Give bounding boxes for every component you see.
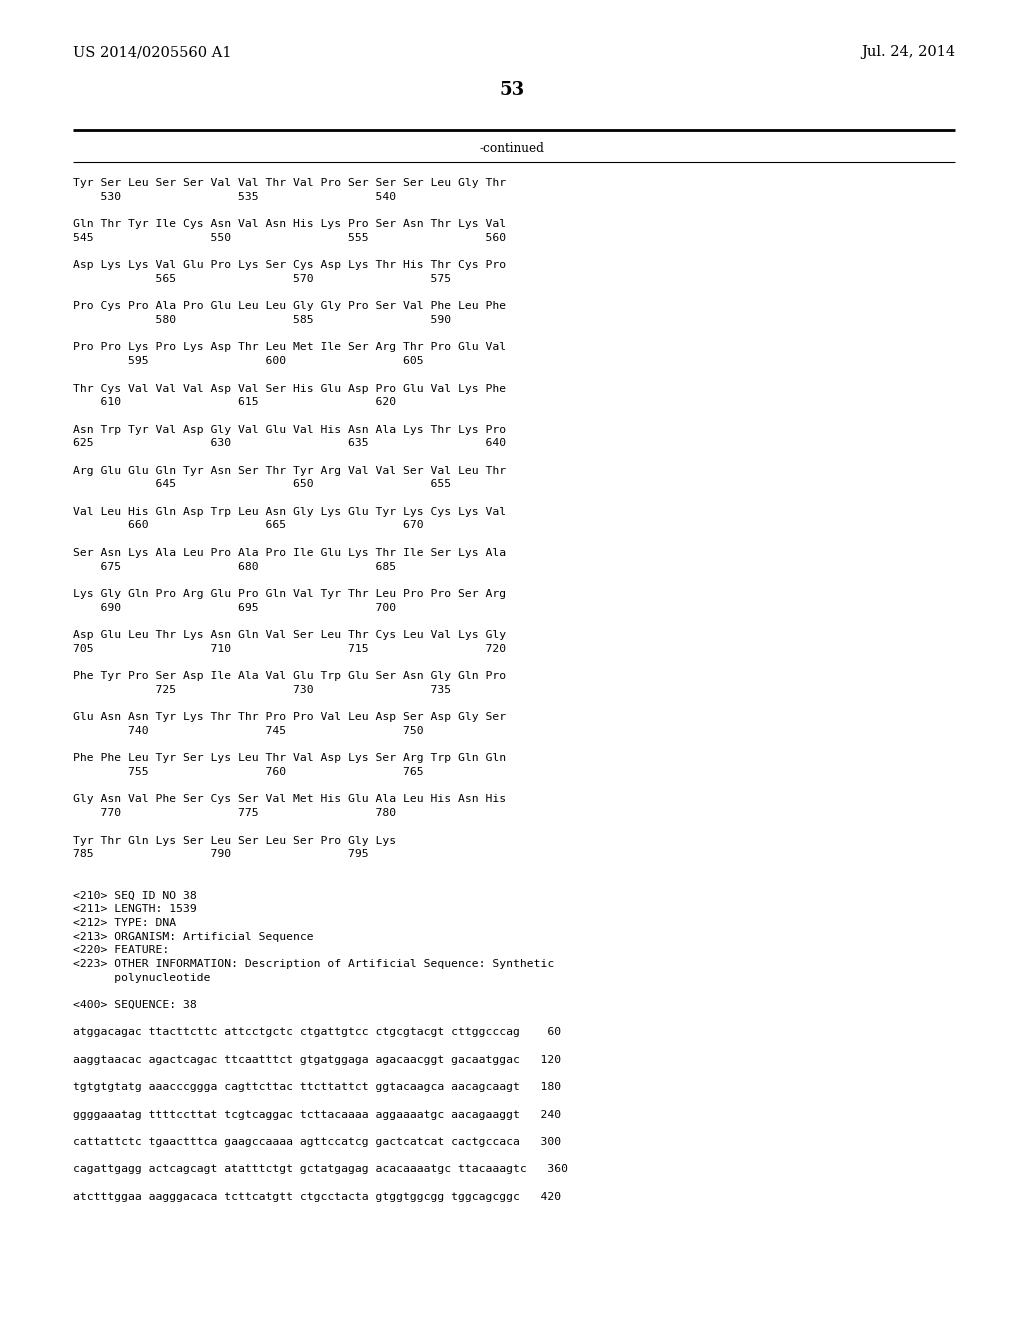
Text: 725                 730                 735: 725 730 735 xyxy=(73,685,452,694)
Text: 660                 665                 670: 660 665 670 xyxy=(73,520,424,531)
Text: 530                 535                 540: 530 535 540 xyxy=(73,191,396,202)
Text: 705                 710                 715                 720: 705 710 715 720 xyxy=(73,644,506,653)
Text: -continued: -continued xyxy=(479,141,545,154)
Text: tgtgtgtatg aaacccggga cagttcttac ttcttattct ggtacaagca aacagcaagt   180: tgtgtgtatg aaacccggga cagttcttac ttcttat… xyxy=(73,1082,561,1092)
Text: 595                 600                 605: 595 600 605 xyxy=(73,356,424,366)
Text: 740                 745                 750: 740 745 750 xyxy=(73,726,424,737)
Text: atctttggaa aagggacaca tcttcatgtt ctgcctacta gtggtggcgg tggcagcggc   420: atctttggaa aagggacaca tcttcatgtt ctgccta… xyxy=(73,1192,561,1201)
Text: <400> SEQUENCE: 38: <400> SEQUENCE: 38 xyxy=(73,1001,197,1010)
Text: <212> TYPE: DNA: <212> TYPE: DNA xyxy=(73,917,176,928)
Text: Asp Glu Leu Thr Lys Asn Gln Val Ser Leu Thr Cys Leu Val Lys Gly: Asp Glu Leu Thr Lys Asn Gln Val Ser Leu … xyxy=(73,630,506,640)
Text: cattattctc tgaactttca gaagccaaaa agttccatcg gactcatcat cactgccaca   300: cattattctc tgaactttca gaagccaaaa agttcca… xyxy=(73,1137,561,1147)
Text: 755                 760                 765: 755 760 765 xyxy=(73,767,424,777)
Text: <220> FEATURE:: <220> FEATURE: xyxy=(73,945,169,956)
Text: Ser Asn Lys Ala Leu Pro Ala Pro Ile Glu Lys Thr Ile Ser Lys Ala: Ser Asn Lys Ala Leu Pro Ala Pro Ile Glu … xyxy=(73,548,506,558)
Text: <211> LENGTH: 1539: <211> LENGTH: 1539 xyxy=(73,904,197,913)
Text: Arg Glu Glu Gln Tyr Asn Ser Thr Tyr Arg Val Val Ser Val Leu Thr: Arg Glu Glu Gln Tyr Asn Ser Thr Tyr Arg … xyxy=(73,466,506,475)
Text: Phe Tyr Pro Ser Asp Ile Ala Val Glu Trp Glu Ser Asn Gly Gln Pro: Phe Tyr Pro Ser Asp Ile Ala Val Glu Trp … xyxy=(73,671,506,681)
Text: Thr Cys Val Val Val Asp Val Ser His Glu Asp Pro Glu Val Lys Phe: Thr Cys Val Val Val Asp Val Ser His Glu … xyxy=(73,384,506,393)
Text: Pro Cys Pro Ala Pro Glu Leu Leu Gly Gly Pro Ser Val Phe Leu Phe: Pro Cys Pro Ala Pro Glu Leu Leu Gly Gly … xyxy=(73,301,506,312)
Text: Asp Lys Lys Val Glu Pro Lys Ser Cys Asp Lys Thr His Thr Cys Pro: Asp Lys Lys Val Glu Pro Lys Ser Cys Asp … xyxy=(73,260,506,271)
Text: 580                 585                 590: 580 585 590 xyxy=(73,315,452,325)
Text: 610                 615                 620: 610 615 620 xyxy=(73,397,396,407)
Text: Gly Asn Val Phe Ser Cys Ser Val Met His Glu Ala Leu His Asn His: Gly Asn Val Phe Ser Cys Ser Val Met His … xyxy=(73,795,506,804)
Text: 565                 570                 575: 565 570 575 xyxy=(73,275,452,284)
Text: Lys Gly Gln Pro Arg Glu Pro Gln Val Tyr Thr Leu Pro Pro Ser Arg: Lys Gly Gln Pro Arg Glu Pro Gln Val Tyr … xyxy=(73,589,506,599)
Text: <213> ORGANISM: Artificial Sequence: <213> ORGANISM: Artificial Sequence xyxy=(73,932,313,941)
Text: Val Leu His Gln Asp Trp Leu Asn Gly Lys Glu Tyr Lys Cys Lys Val: Val Leu His Gln Asp Trp Leu Asn Gly Lys … xyxy=(73,507,506,517)
Text: 645                 650                 655: 645 650 655 xyxy=(73,479,452,490)
Text: Asn Trp Tyr Val Asp Gly Val Glu Val His Asn Ala Lys Thr Lys Pro: Asn Trp Tyr Val Asp Gly Val Glu Val His … xyxy=(73,425,506,434)
Text: 545                 550                 555                 560: 545 550 555 560 xyxy=(73,232,506,243)
Text: polynucleotide: polynucleotide xyxy=(73,973,211,982)
Text: atggacagac ttacttcttc attcctgctc ctgattgtcc ctgcgtacgt cttggcccag    60: atggacagac ttacttcttc attcctgctc ctgattg… xyxy=(73,1027,561,1038)
Text: <223> OTHER INFORMATION: Description of Artificial Sequence: Synthetic: <223> OTHER INFORMATION: Description of … xyxy=(73,958,554,969)
Text: 53: 53 xyxy=(500,81,524,99)
Text: Jul. 24, 2014: Jul. 24, 2014 xyxy=(861,45,955,59)
Text: 785                 790                 795: 785 790 795 xyxy=(73,849,369,859)
Text: cagattgagg actcagcagt atatttctgt gctatgagag acacaaaatgc ttacaaagtc   360: cagattgagg actcagcagt atatttctgt gctatga… xyxy=(73,1164,568,1175)
Text: Phe Phe Leu Tyr Ser Lys Leu Thr Val Asp Lys Ser Arg Trp Gln Gln: Phe Phe Leu Tyr Ser Lys Leu Thr Val Asp … xyxy=(73,754,506,763)
Text: 625                 630                 635                 640: 625 630 635 640 xyxy=(73,438,506,449)
Text: 770                 775                 780: 770 775 780 xyxy=(73,808,396,818)
Text: Gln Thr Tyr Ile Cys Asn Val Asn His Lys Pro Ser Asn Thr Lys Val: Gln Thr Tyr Ile Cys Asn Val Asn His Lys … xyxy=(73,219,506,230)
Text: Glu Asn Asn Tyr Lys Thr Thr Pro Pro Val Leu Asp Ser Asp Gly Ser: Glu Asn Asn Tyr Lys Thr Thr Pro Pro Val … xyxy=(73,713,506,722)
Text: ggggaaatag ttttccttat tcgtcaggac tcttacaaaa aggaaaatgc aacagaaggt   240: ggggaaatag ttttccttat tcgtcaggac tcttaca… xyxy=(73,1110,561,1119)
Text: 675                 680                 685: 675 680 685 xyxy=(73,561,396,572)
Text: Pro Pro Lys Pro Lys Asp Thr Leu Met Ile Ser Arg Thr Pro Glu Val: Pro Pro Lys Pro Lys Asp Thr Leu Met Ile … xyxy=(73,342,506,352)
Text: Tyr Thr Gln Lys Ser Leu Ser Leu Ser Pro Gly Lys: Tyr Thr Gln Lys Ser Leu Ser Leu Ser Pro … xyxy=(73,836,396,846)
Text: Tyr Ser Leu Ser Ser Val Val Thr Val Pro Ser Ser Ser Leu Gly Thr: Tyr Ser Leu Ser Ser Val Val Thr Val Pro … xyxy=(73,178,506,187)
Text: 690                 695                 700: 690 695 700 xyxy=(73,603,396,612)
Text: <210> SEQ ID NO 38: <210> SEQ ID NO 38 xyxy=(73,891,197,900)
Text: US 2014/0205560 A1: US 2014/0205560 A1 xyxy=(73,45,231,59)
Text: aaggtaacac agactcagac ttcaatttct gtgatggaga agacaacggt gacaatggac   120: aaggtaacac agactcagac ttcaatttct gtgatgg… xyxy=(73,1055,561,1065)
